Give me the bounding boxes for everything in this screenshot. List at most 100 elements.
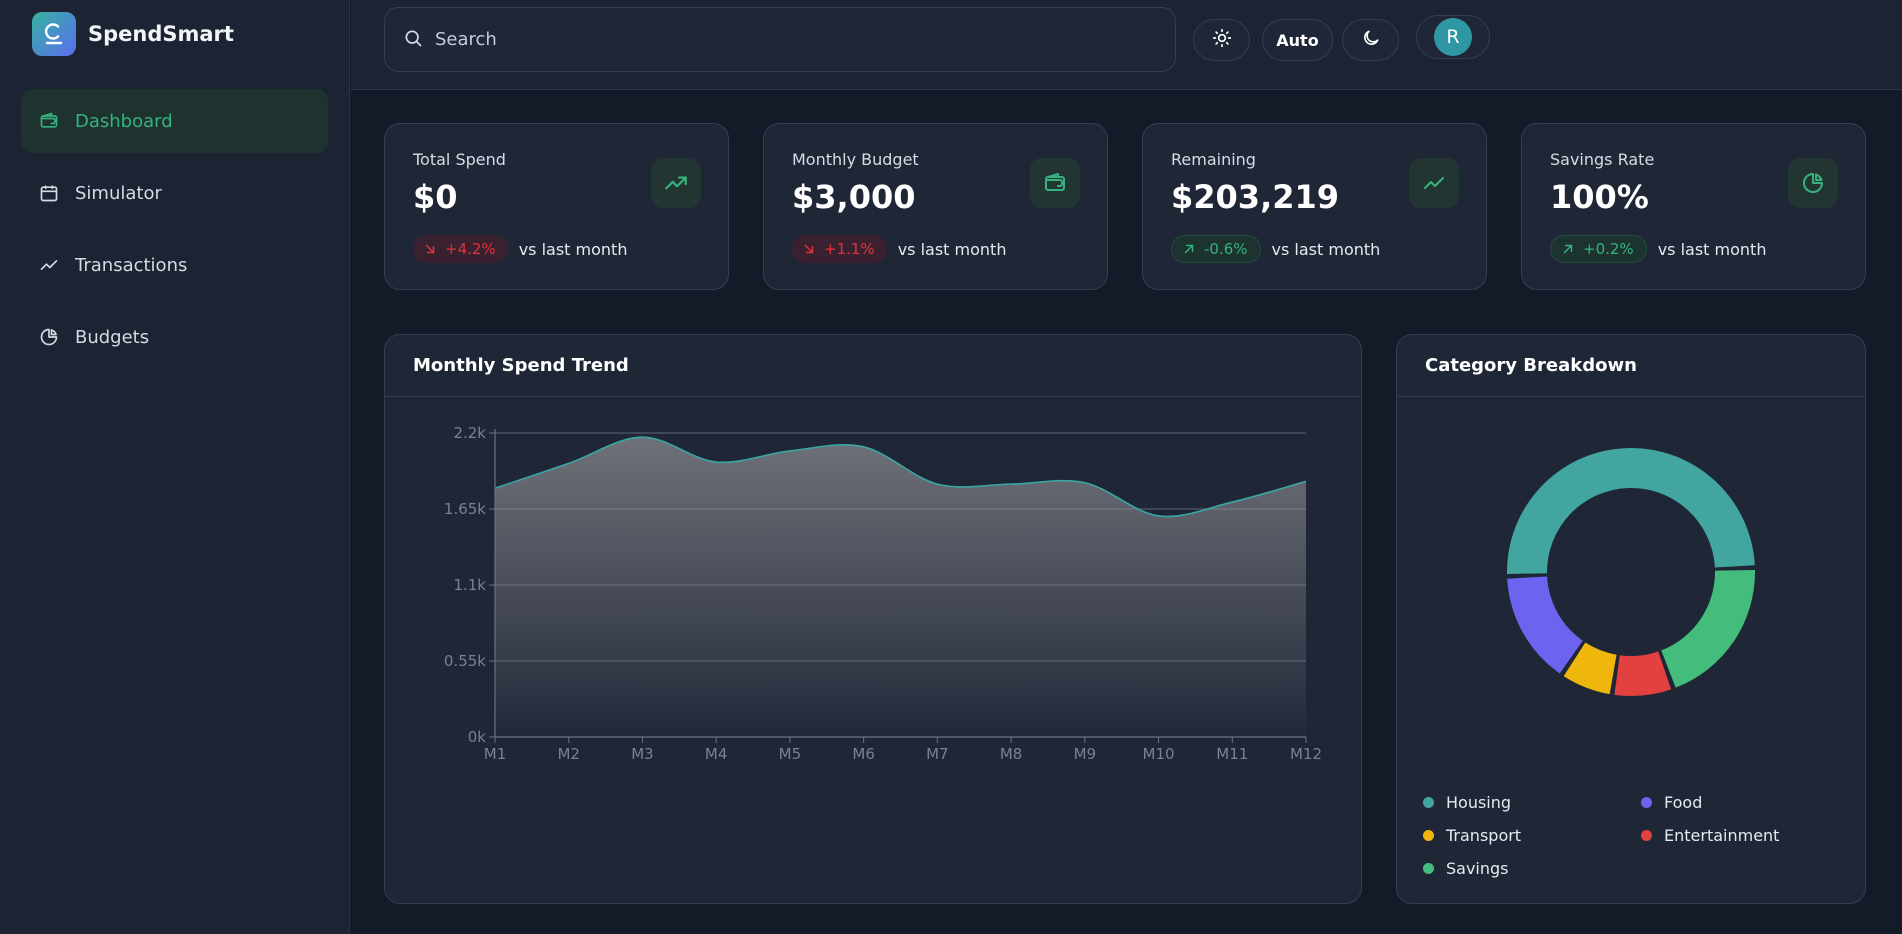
pie-slice-transport[interactable] — [1563, 642, 1617, 695]
search-box[interactable] — [384, 7, 1176, 72]
search-icon — [403, 28, 423, 52]
sidebar-nav: Dashboard Simulator Transactions — [21, 89, 328, 377]
sidebar-item-transactions[interactable]: Transactions — [21, 233, 328, 297]
pie-slice-food[interactable] — [1507, 576, 1583, 674]
x-tick-label: M10 — [1143, 745, 1175, 763]
stat-value: 100% — [1550, 178, 1649, 216]
legend-label: Savings — [1446, 859, 1509, 878]
sun-icon — [1212, 28, 1232, 52]
stat-value: $3,000 — [792, 178, 916, 216]
sidebar-item-simulator[interactable]: Simulator — [21, 161, 328, 225]
legend-swatch — [1423, 797, 1434, 808]
trend-line-icon — [38, 254, 60, 276]
pie-slice-savings[interactable] — [1661, 570, 1755, 688]
x-tick-label: M12 — [1290, 745, 1322, 763]
stat-label: Monthly Budget — [792, 150, 919, 169]
stat-card-remaining: Remaining $203,219 -0.6% vs last month — [1142, 123, 1487, 290]
arrow-up-right-icon — [1182, 242, 1196, 256]
x-tick-label: M4 — [705, 745, 728, 763]
sidebar: SpendSmart Dashboard Simulator — [0, 0, 350, 934]
stat-delta-row: -0.6% vs last month — [1171, 235, 1380, 263]
wallet-icon — [1030, 158, 1080, 208]
y-tick-label: 2.2k — [453, 424, 486, 442]
sidebar-item-dashboard[interactable]: Dashboard — [21, 89, 328, 153]
user-menu-button[interactable]: R — [1416, 15, 1490, 59]
legend-swatch — [1641, 797, 1652, 808]
trending-up-icon — [651, 158, 701, 208]
pie-chart-icon — [38, 326, 60, 348]
arrow-down-right-icon — [802, 242, 816, 256]
stat-card-savings-rate: Savings Rate 100% +0.2% vs last month — [1521, 123, 1866, 290]
pie-slice-entertainment[interactable] — [1614, 651, 1672, 696]
app-logo-icon — [32, 12, 76, 56]
delta-caption: vs last month — [518, 239, 628, 259]
legend-label: Housing — [1446, 793, 1512, 812]
spend-trend-chart: 0k 0.55k 1.1k 1.65k 2.2k M1 M2 M3 M4 M5 M6 M7 M8 M9 M1… — [444, 424, 1322, 763]
stat-delta-row: +4.2% vs last month — [413, 235, 627, 263]
delta-value: -0.6% — [1204, 240, 1248, 258]
wallet-icon — [38, 110, 60, 132]
x-tick-label: M9 — [1074, 745, 1097, 763]
dark-theme-button[interactable] — [1342, 19, 1399, 61]
delta-caption: vs last month — [1657, 239, 1767, 259]
delta-badge: +4.2% — [413, 235, 508, 263]
x-tick-label: M5 — [779, 745, 802, 763]
stat-value: $203,219 — [1171, 178, 1340, 216]
legend-swatch — [1423, 830, 1434, 841]
delta-caption: vs last month — [897, 239, 1007, 259]
x-tick-label: M6 — [852, 745, 875, 763]
legend-label: Entertainment — [1664, 826, 1780, 845]
moon-icon — [1361, 28, 1381, 52]
legend-item[interactable]: Entertainment — [1641, 826, 1779, 845]
category-donut-chart — [1507, 448, 1755, 696]
legend-swatch — [1641, 830, 1652, 841]
legend-item[interactable]: Savings — [1423, 859, 1509, 878]
spend-trend-panel: Monthly Spend Trend 0k 0.55k 1.1k 1.65k 2.2k… — [384, 334, 1362, 904]
stat-card-monthly-budget: Monthly Budget $3,000 +1.1% vs last mont… — [763, 123, 1108, 290]
category-breakdown-panel: Category Breakdown Housing Food Transport E… — [1396, 334, 1866, 904]
stat-delta-row: +0.2% vs last month — [1550, 235, 1766, 263]
app-name: SpendSmart — [88, 22, 234, 46]
delta-badge: +0.2% — [1550, 235, 1647, 263]
brand[interactable]: SpendSmart — [32, 12, 234, 56]
sidebar-item-label: Transactions — [75, 254, 188, 276]
stat-label: Remaining — [1171, 150, 1256, 169]
panel-title: Category Breakdown — [1397, 335, 1865, 397]
stat-label: Total Spend — [413, 150, 506, 169]
legend-item[interactable]: Transport — [1423, 826, 1521, 845]
stat-value: $0 — [413, 178, 458, 216]
sidebar-item-label: Dashboard — [75, 110, 173, 132]
y-tick-label: 0k — [468, 728, 487, 746]
search-input[interactable] — [435, 29, 1135, 50]
trend-line-icon — [1409, 158, 1459, 208]
sidebar-item-label: Budgets — [75, 326, 150, 348]
legend-label: Transport — [1446, 826, 1522, 845]
delta-badge: +1.1% — [792, 235, 887, 263]
stat-delta-row: +1.1% vs last month — [792, 235, 1006, 263]
x-tick-label: M7 — [926, 745, 949, 763]
arrow-up-right-icon — [1561, 242, 1575, 256]
x-tick-label: M11 — [1216, 745, 1248, 763]
stat-label: Savings Rate — [1550, 150, 1655, 169]
light-theme-button[interactable] — [1193, 19, 1250, 61]
pie-chart-icon — [1788, 158, 1838, 208]
legend-item[interactable]: Food — [1641, 793, 1702, 812]
x-tick-label: M3 — [631, 745, 654, 763]
pie-slice-housing[interactable] — [1507, 448, 1755, 574]
area-fill — [495, 437, 1306, 737]
delta-value: +0.2% — [1583, 240, 1634, 258]
legend-item[interactable]: Housing — [1423, 793, 1511, 812]
delta-badge: -0.6% — [1171, 235, 1261, 263]
y-tick-label: 0.55k — [444, 652, 486, 670]
sidebar-item-budgets[interactable]: Budgets — [21, 305, 328, 369]
x-tick-label: M2 — [557, 745, 580, 763]
y-tick-label: 1.65k — [444, 500, 486, 518]
legend-swatch — [1423, 863, 1434, 874]
delta-value: +4.2% — [445, 240, 496, 258]
delta-caption: vs last month — [1271, 239, 1381, 259]
arrow-down-right-icon — [423, 242, 437, 256]
auto-theme-button[interactable]: Auto — [1262, 19, 1333, 61]
y-tick-label: 1.1k — [453, 576, 486, 594]
calendar-icon — [38, 182, 60, 204]
delta-value: +1.1% — [824, 240, 875, 258]
